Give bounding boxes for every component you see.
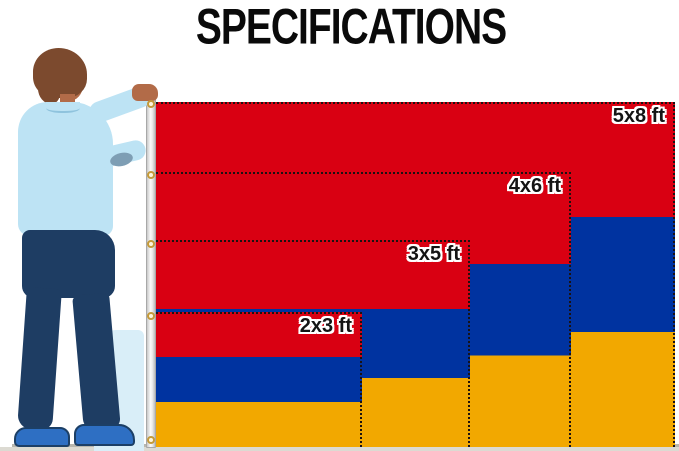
- flag-size-label-5x8: 5x8 ft: [612, 105, 665, 127]
- person-back-leg: [17, 286, 62, 432]
- person-front-shoe: [74, 424, 135, 446]
- grommet-icon: [147, 436, 155, 444]
- flag-size-label-4x6: 4x6 ft: [508, 175, 561, 197]
- person-hair: [33, 48, 87, 98]
- person-hips: [22, 230, 115, 298]
- grommet-icon: [147, 312, 155, 320]
- flag-2x3: 2x3 ft: [156, 312, 362, 447]
- person-torso: [18, 102, 113, 236]
- person-back-shoe: [14, 427, 70, 447]
- flag-size-label-2x3: 2x3 ft: [299, 315, 352, 337]
- floor-strip: [0, 447, 679, 451]
- person-hand: [132, 84, 158, 101]
- person-collar: [46, 102, 80, 113]
- page-title: SPECIFICATIONS: [195, 0, 507, 56]
- grommet-icon: [147, 240, 155, 248]
- person-illustration: [8, 48, 160, 451]
- grommet-icon: [147, 171, 155, 179]
- person-front-leg: [72, 292, 121, 432]
- flag-size-label-3x5: 3x5 ft: [407, 243, 460, 265]
- grommet-icon: [147, 100, 155, 108]
